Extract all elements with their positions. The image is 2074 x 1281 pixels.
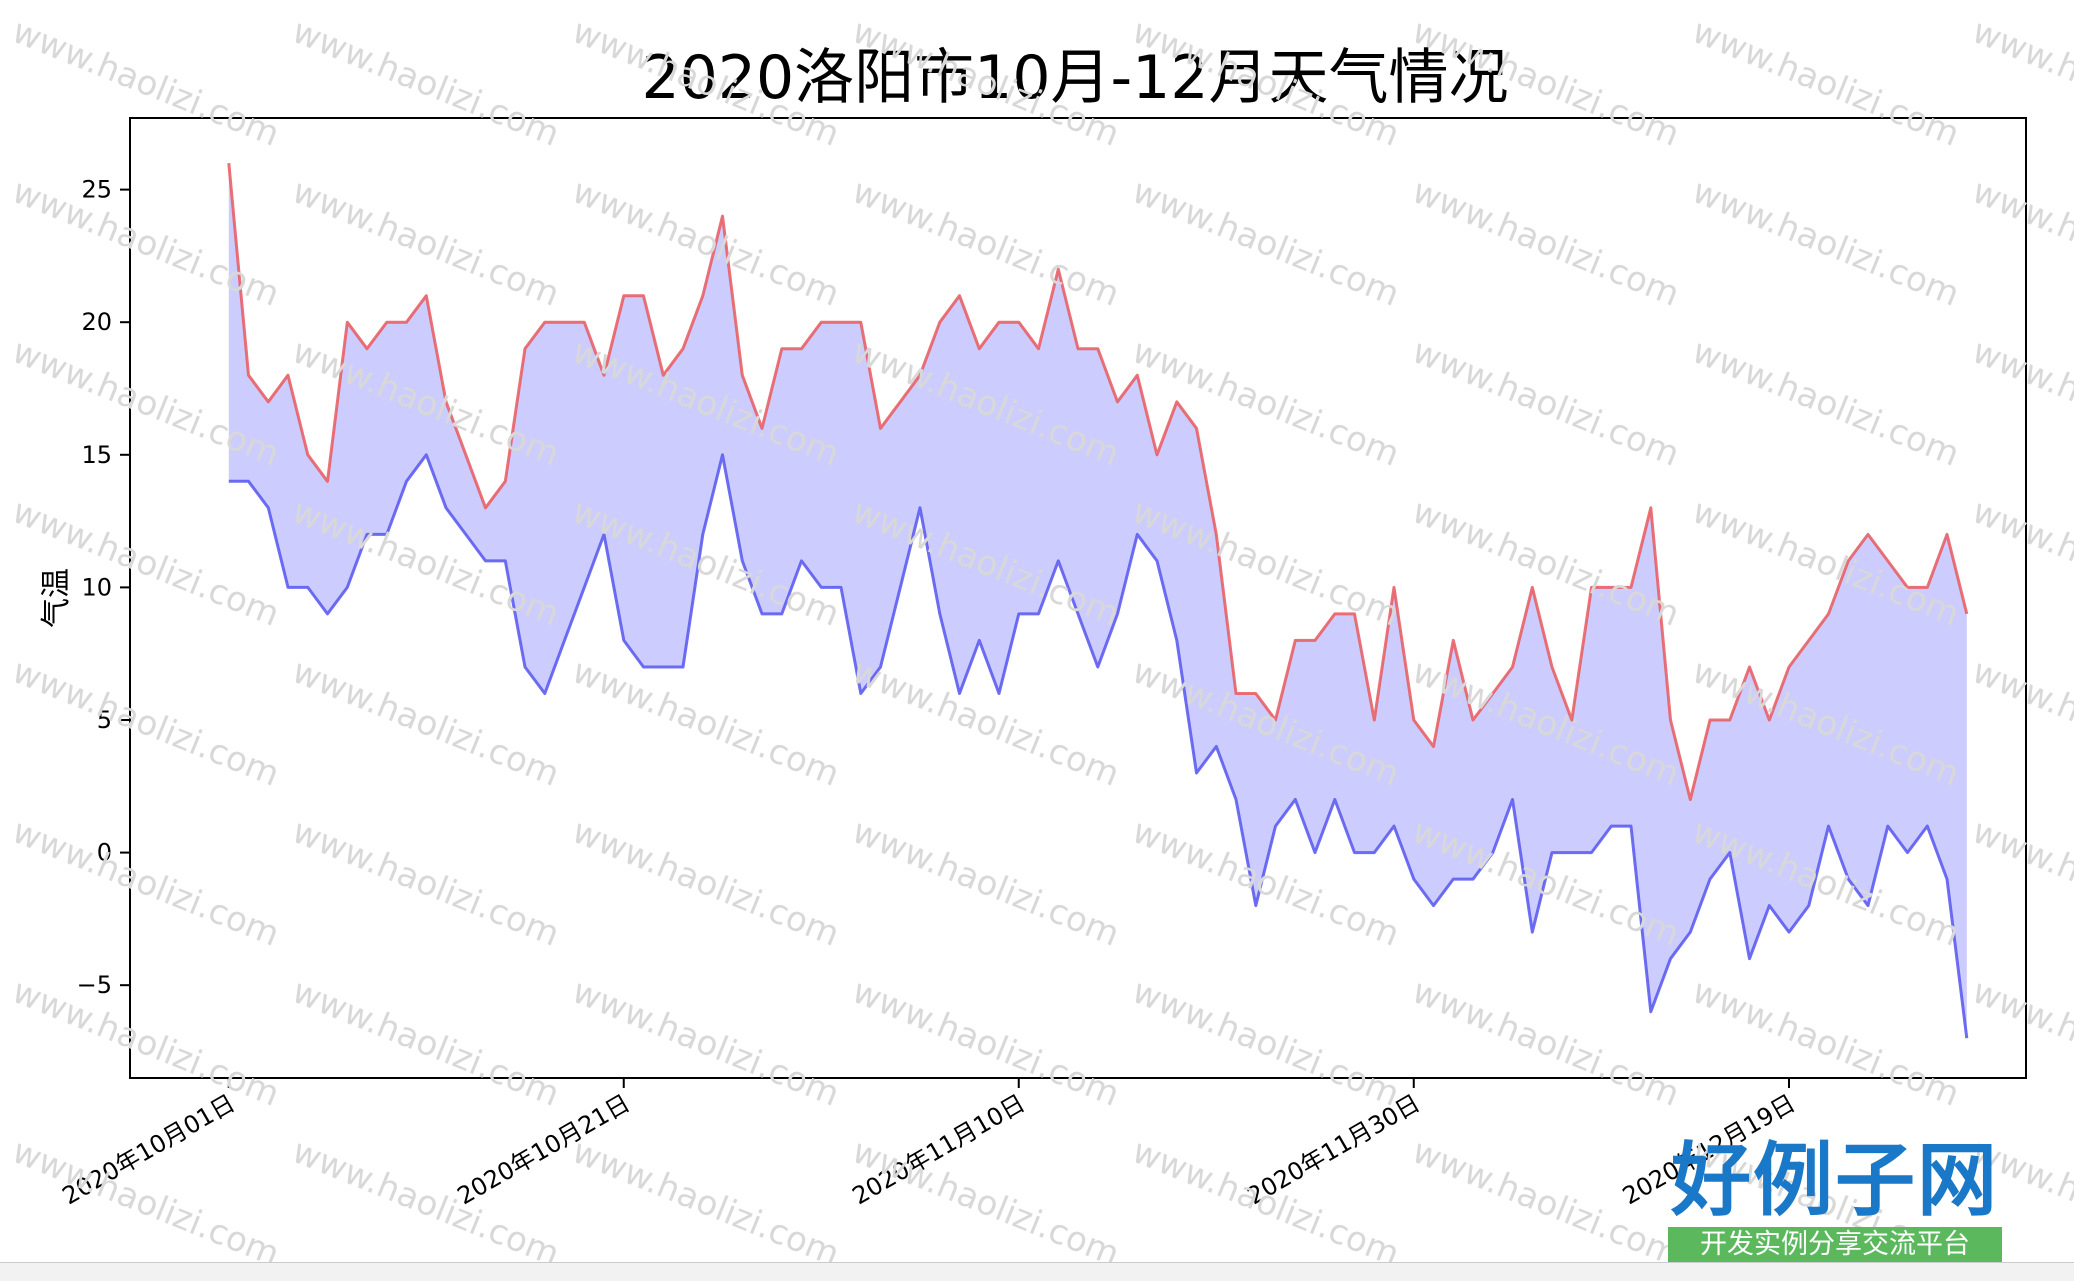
- y-tick-label: −5: [77, 971, 112, 999]
- plot-area: [227, 162, 1969, 1039]
- y-tick-label: 0: [97, 839, 112, 867]
- y-axis: 25 20 15 10 5 0 −5: [77, 176, 130, 999]
- high-temperature-line: [227, 162, 1969, 801]
- y-tick-label: 5: [97, 706, 112, 734]
- brand-name: 好例子网: [1671, 1133, 1999, 1227]
- bottom-strip: [0, 1262, 2074, 1281]
- brand-logo: 好例子网 开发实例分享交流平台: [1660, 1135, 2010, 1265]
- low-temperature-line: [228, 453, 1969, 1039]
- plot-border: [129, 117, 2027, 1079]
- y-tick-label: 25: [81, 176, 112, 204]
- y-axis-label: 气温: [39, 568, 74, 628]
- y-tick-label: 20: [81, 308, 112, 336]
- y-tick-label: 10: [81, 573, 112, 601]
- temperature-range-fill: [228, 163, 1967, 1039]
- brand-tagline: 开发实例分享交流平台: [1668, 1227, 2002, 1263]
- chart-title: 2020洛阳市10月-12月天气情况: [641, 43, 1508, 113]
- y-tick-label: 15: [81, 441, 112, 469]
